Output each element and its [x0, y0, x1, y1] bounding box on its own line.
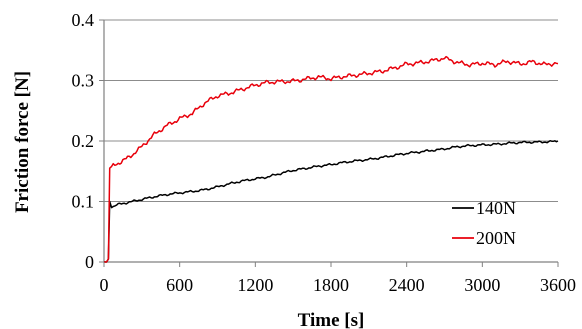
y-tick-label-1: 0.1	[72, 192, 95, 212]
y-axis-ticks: 0 0.1 0.2 0.3 0.4	[72, 10, 104, 272]
x-axis-title: Time [s]	[298, 310, 365, 329]
series-lines	[104, 55, 559, 263]
legend: 140N 200N	[452, 198, 516, 248]
gridlines	[104, 19, 558, 202]
series-line-140n	[104, 139, 559, 263]
series-line-200n	[104, 55, 559, 263]
x-tick-label-6: 3600	[540, 275, 576, 295]
x-tick-label-4: 2400	[389, 275, 425, 295]
x-tick-label-3: 1800	[313, 275, 349, 295]
y-tick-label-2: 0.2	[72, 131, 95, 151]
y-tick-label-0: 0	[85, 252, 94, 272]
legend-label-200n: 200N	[476, 228, 516, 248]
y-tick-label-3: 0.3	[72, 71, 95, 91]
x-tick-label-0: 0	[100, 275, 109, 295]
x-tick-label-1: 600	[166, 275, 193, 295]
x-axis-ticks: 0 600 1200 1800 2400 3000 3600	[100, 262, 576, 295]
y-tick-label-4: 0.4	[72, 10, 95, 30]
legend-label-140n: 140N	[476, 198, 516, 218]
x-tick-label-5: 3000	[464, 275, 500, 295]
x-tick-label-2: 1200	[237, 275, 273, 295]
y-axis-title: Friction force [N]	[12, 71, 33, 213]
